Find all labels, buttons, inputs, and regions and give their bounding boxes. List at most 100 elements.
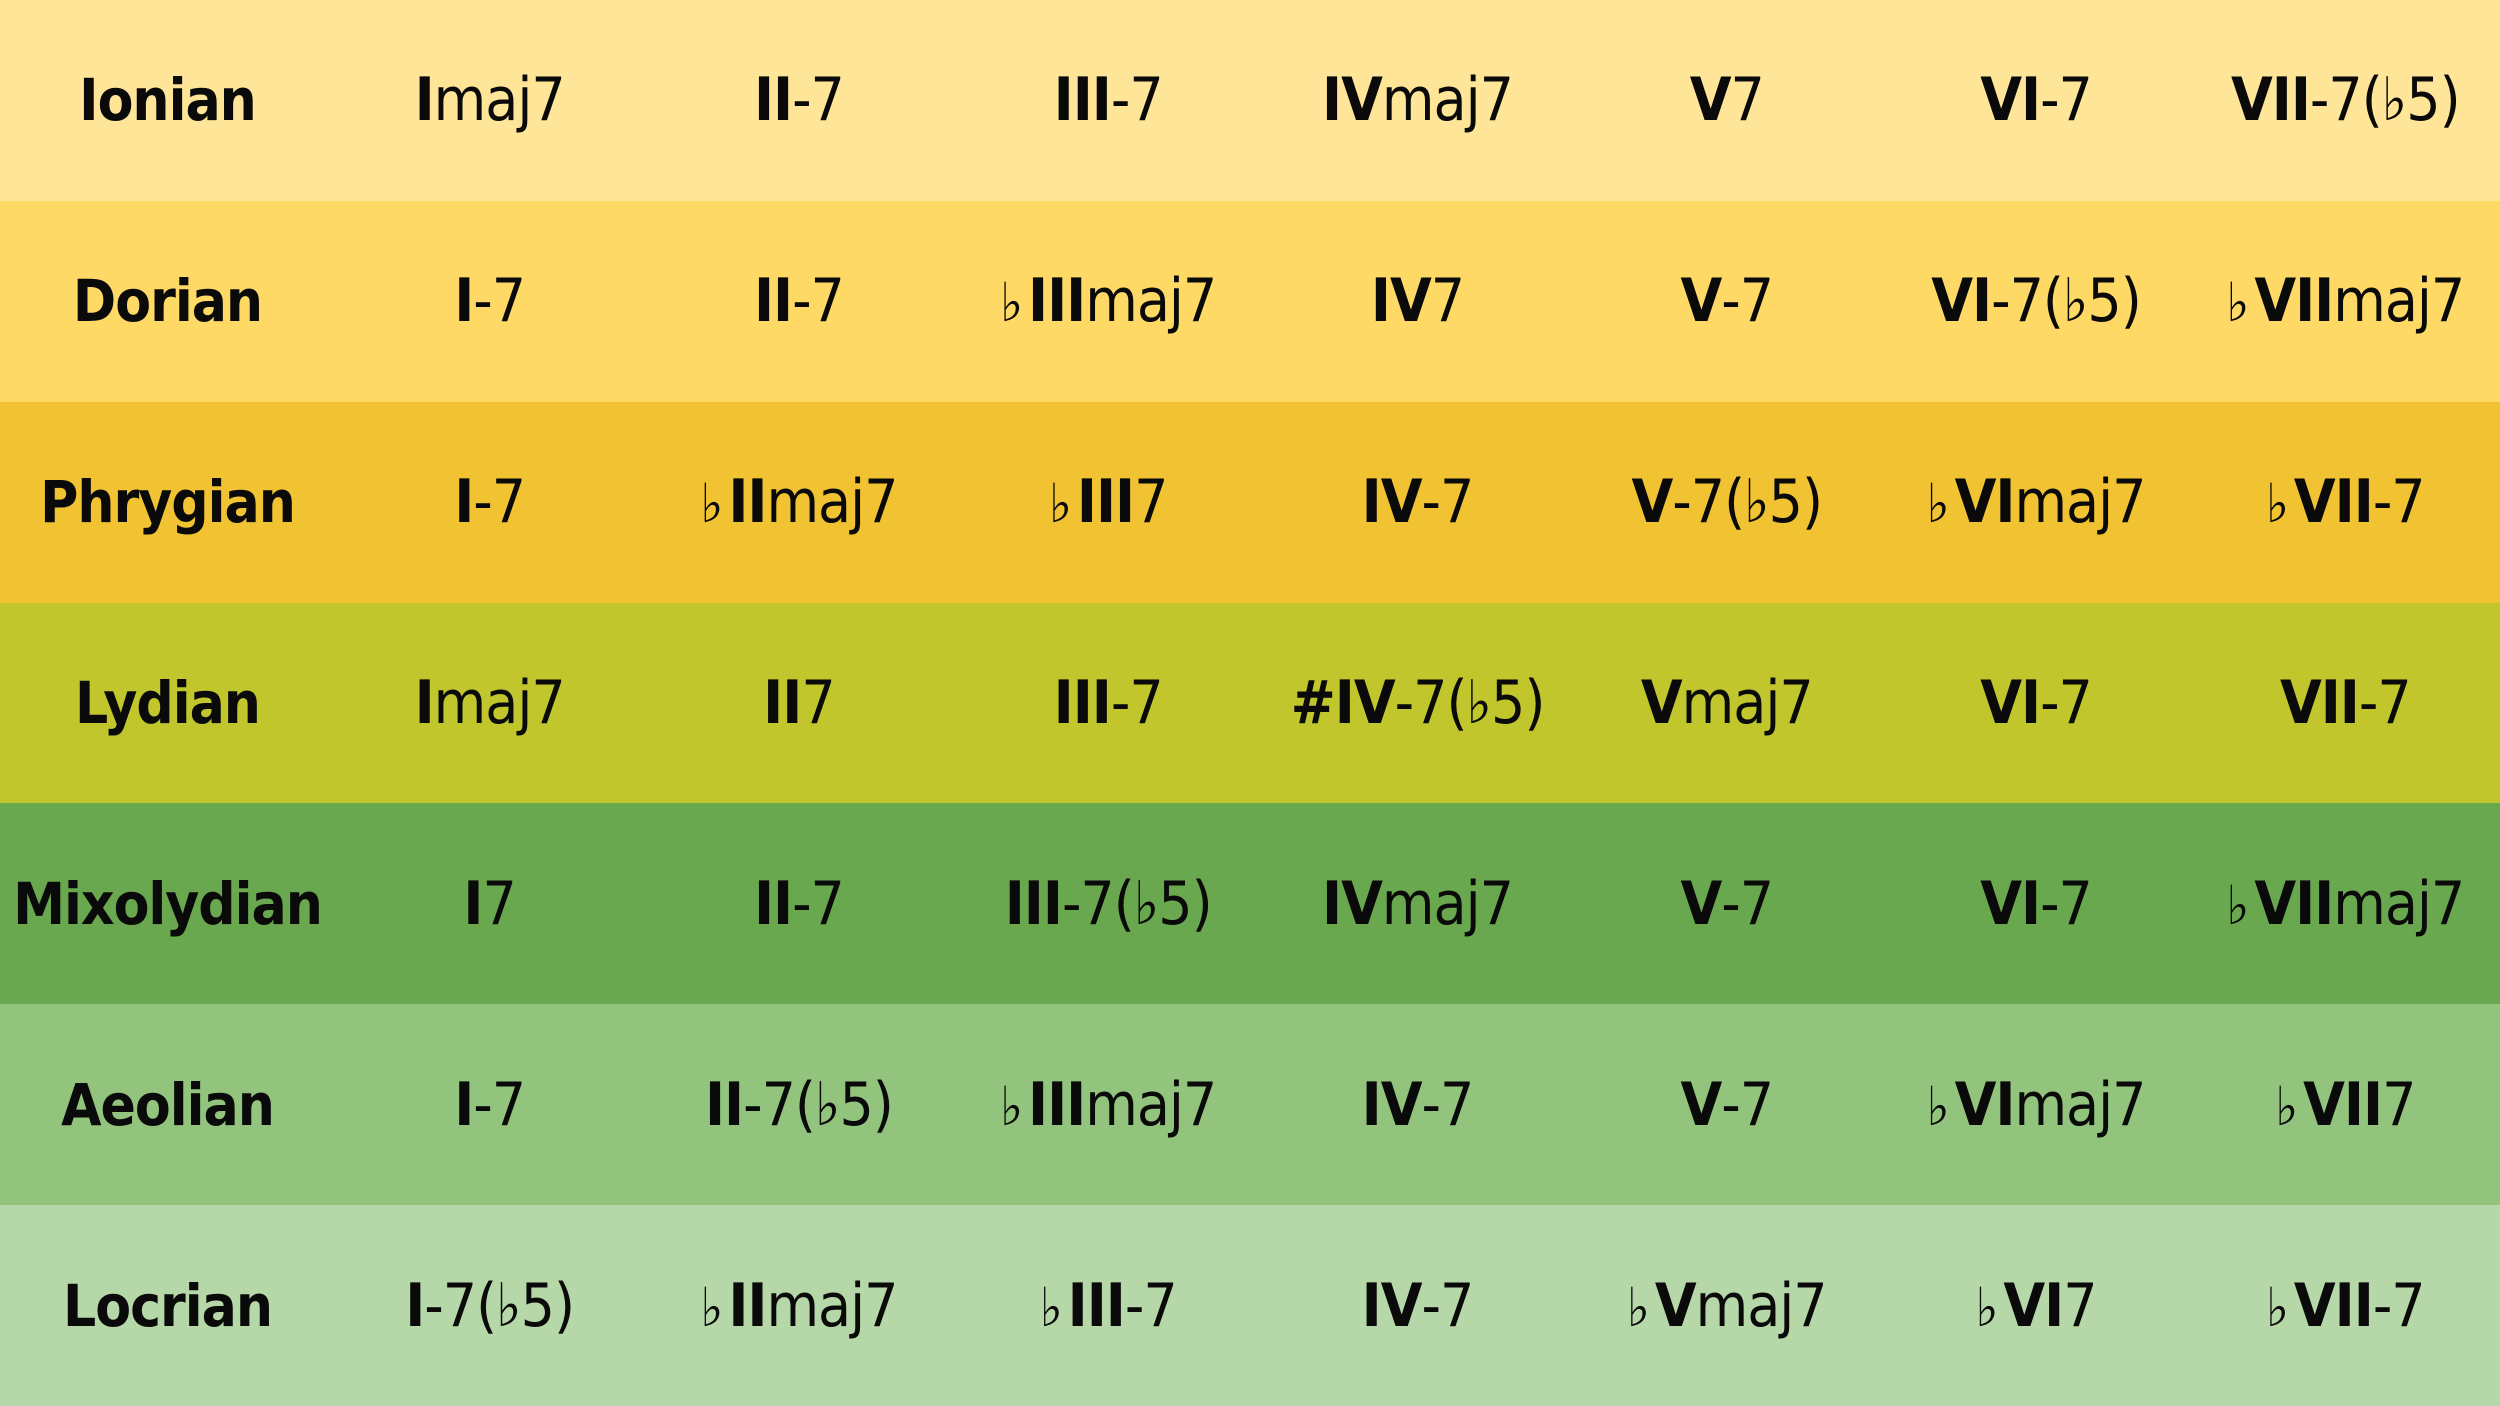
roman-numeral: I (463, 868, 483, 939)
chord-quality: 7 (2063, 1270, 2097, 1341)
roman-numeral: VI (2003, 1270, 2064, 1341)
chord-cell: IVmaj7 (1263, 65, 1572, 135)
chord-quality: -7 (1421, 1270, 1475, 1341)
chord-quality: -7 (473, 1069, 526, 1140)
roman-numeral: IV (1322, 868, 1383, 939)
accidental: ♭ (1926, 472, 1950, 536)
chord-cell: II-7 (644, 266, 953, 336)
roman-numeral: II (753, 266, 793, 337)
accidental: # (1290, 668, 1336, 738)
chord-quality: maj7 (2014, 467, 2146, 538)
chord-quality: maj7 (1381, 868, 1514, 939)
chord-cell: ♭ Vmaj7 (1572, 1271, 1881, 1341)
accidental: ♭ (1000, 1074, 1023, 1138)
chord-quality: maj7 (1381, 65, 1514, 136)
accidental: ♭ (2226, 271, 2249, 335)
mode-name: Ionian (79, 66, 257, 135)
chord-quality: -7 (1110, 668, 1164, 738)
roman-numeral: III (1053, 65, 1112, 136)
accidental: ♭ (1975, 1275, 1998, 1339)
chord-cell: ♭ VIImaj7 (2191, 266, 2500, 336)
roman-numeral: IV (1370, 266, 1432, 337)
chord-quality: -7 (1721, 1069, 1774, 1140)
roman-numeral: VII (2303, 1069, 2383, 1140)
roman-numeral: IV (1361, 1069, 1423, 1140)
roman-numeral: IV (1361, 1270, 1423, 1341)
chord-quality: maj7 (766, 1270, 898, 1341)
roman-numeral: I (454, 467, 474, 538)
chord-cell: ♭ VII7 (2191, 1070, 2500, 1140)
roman-numeral: V (1680, 1069, 1722, 1140)
chord-quality: maj7 (1695, 1270, 1828, 1341)
chord-cell: Vmaj7 (1572, 668, 1881, 738)
chord-quality: -7(♭5) (2309, 65, 2461, 136)
chord-quality: maj7 (2014, 1069, 2146, 1140)
accidental: ♭ (2265, 472, 2289, 536)
roman-numeral: III (1067, 1270, 1126, 1341)
accidental: ♭ (1926, 1074, 1950, 1138)
accidental: ♭ (2226, 873, 2249, 937)
chord-cell: ♭ III7 (954, 467, 1263, 537)
chord-quality: -7 (473, 266, 526, 337)
roman-numeral: V (1680, 868, 1722, 939)
chord-quality: -7(♭5) (424, 1270, 575, 1341)
roman-numeral: VII (2230, 65, 2311, 136)
roman-numeral: I (414, 668, 435, 738)
roman-numeral: V (1631, 467, 1674, 538)
mode-name: Locrian (63, 1271, 273, 1340)
roman-numeral: V (1640, 668, 1683, 738)
roman-numeral: I (454, 1069, 474, 1140)
chord-quality: -7(♭5) (1991, 266, 2142, 337)
chord-cell: ♭ VImaj7 (1881, 1070, 2190, 1140)
chord-cell: ♭ IIImaj7 (954, 266, 1263, 336)
roman-numeral: III (1053, 668, 1112, 738)
chord-quality: maj7 (2333, 868, 2465, 939)
chord-cell: V-7 (1572, 266, 1881, 336)
mode-name: Phrygian (40, 468, 296, 537)
roman-numeral: II (763, 668, 802, 738)
chord-quality: -7 (1421, 1069, 1475, 1140)
roman-numeral: VII (2254, 868, 2334, 939)
mode-name: Aeolian (61, 1070, 275, 1139)
roman-numeral: II (728, 467, 767, 538)
roman-numeral: I (414, 65, 435, 136)
chord-cell: II7 (644, 668, 953, 738)
mode-row-lydian: Lydian Imaj7 II7 III-7 #IV-7(♭5) Vmaj7 VI-7 VII… (0, 602, 2500, 804)
chord-quality: -7 (1721, 868, 1774, 939)
roman-numeral: IV (1322, 65, 1383, 136)
chord-cell: IV-7 (1263, 1070, 1572, 1140)
chord-quality: -7 (2040, 65, 2093, 136)
chord-cell: ♭ VIImaj7 (2191, 869, 2500, 939)
chord-quality: -7 (1124, 1270, 1178, 1341)
mode-name: Mixolydian (13, 869, 323, 938)
chord-quality: -7(♭5) (1394, 668, 1546, 738)
roman-numeral: IV (1334, 668, 1396, 738)
roman-numeral: VI (1980, 668, 2041, 738)
chord-quality: 7 (1134, 467, 1168, 538)
chord-cell: II-7(♭5) (644, 1070, 953, 1140)
chord-cell: Imaj7 (335, 668, 644, 738)
accidental: ♭ (1048, 472, 1072, 536)
accidental: ♭ (1626, 1275, 1650, 1339)
chord-quality: -7 (2040, 668, 2093, 738)
chord-quality: -7 (792, 868, 845, 939)
roman-numeral: VI (1931, 266, 1992, 337)
accidental: ♭ (700, 472, 723, 536)
chord-cell: Imaj7 (335, 65, 644, 135)
chord-cell: ♭ IImaj7 (644, 1271, 953, 1341)
roman-numeral: II (728, 1270, 767, 1341)
chord-cell: III-7(♭5) (954, 869, 1263, 939)
chord-cell: V-7 (1572, 869, 1881, 939)
chord-quality: -7 (1721, 266, 1774, 337)
mode-row-mixolydian: Mixolydian I7 II-7 III-7(♭5) IVmaj7 V-7 VI-7 ♭ V… (0, 803, 2500, 1005)
mode-row-ionian: Ionian Imaj7 II-7 III-7 IVmaj7 V7 VI-7 VII-7(♭5… (0, 0, 2500, 201)
chord-quality: maj7 (766, 467, 898, 538)
chord-quality: maj7 (433, 668, 566, 738)
roman-numeral: V (1680, 266, 1722, 337)
roman-numeral: VII (2279, 668, 2360, 738)
chord-quality: -7 (2372, 467, 2426, 538)
roman-numeral: VI (1954, 1069, 2016, 1140)
mode-row-aeolian: Aeolian I-7 II-7(♭5) ♭ IIImaj7 IV-7 V-7 ♭ VImaj7… (0, 1004, 2500, 1206)
roman-numeral: III (1028, 1069, 1086, 1140)
